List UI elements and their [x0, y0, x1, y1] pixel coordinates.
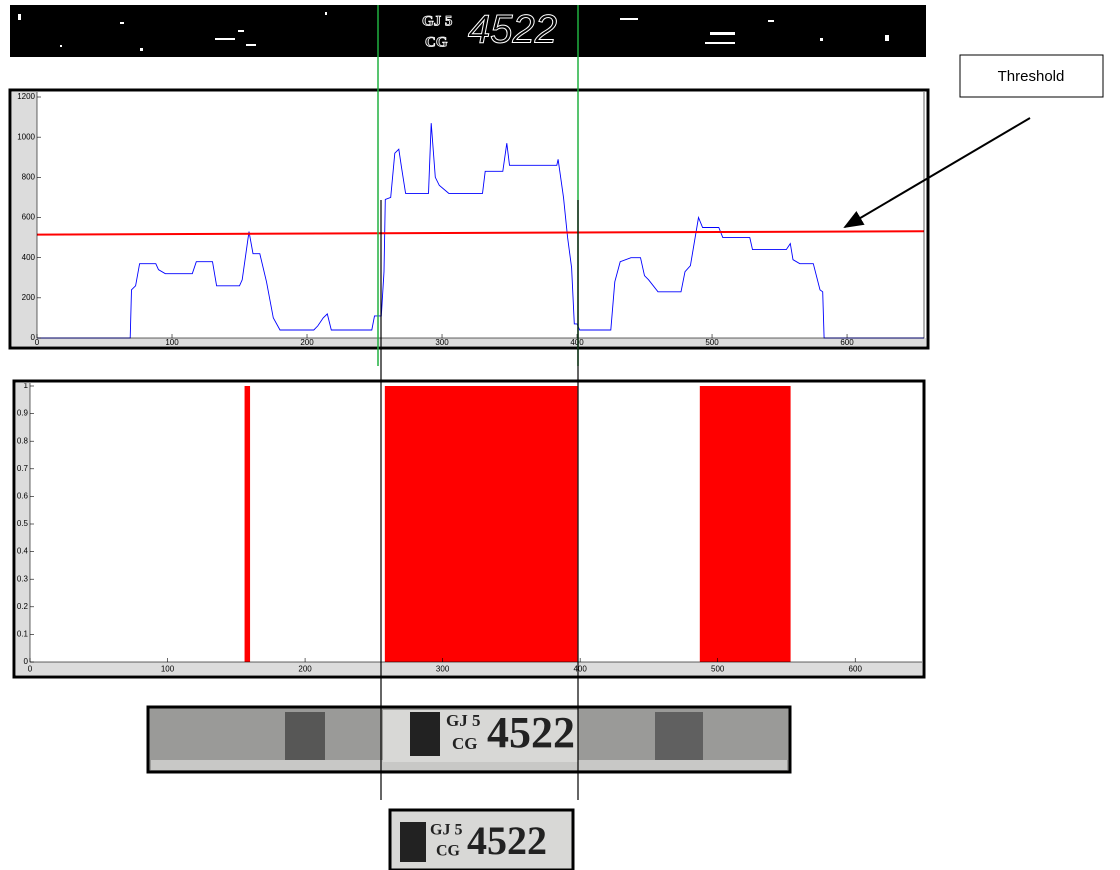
plate-line2: CG [452, 734, 478, 753]
x-tick-label: 100 [161, 665, 175, 674]
plate-logo [410, 712, 440, 756]
plate-line1: GJ 5 [446, 711, 480, 730]
y-tick-label: 0 [24, 657, 29, 666]
y-tick-label: 0.8 [17, 436, 29, 445]
y-tick-label: 400 [22, 253, 36, 262]
x-tick-label: 500 [705, 338, 719, 347]
y-tick-label: 200 [22, 293, 36, 302]
x-tick-label: 0 [35, 338, 40, 347]
x-tick-label: 300 [435, 338, 449, 347]
figure: GJ 5 CG 4522 0 100 200 300 400 500 600 0 200 400 6… [0, 0, 1120, 870]
y-tick-label: 1200 [17, 92, 35, 101]
x-tick-label: 500 [711, 665, 725, 674]
y-tick-label: 0.5 [17, 519, 29, 528]
x-tick-label: 600 [840, 338, 854, 347]
x-tick-label: 200 [300, 338, 314, 347]
annotation-label: Threshold [998, 68, 1065, 85]
edge-plate-line2: CG [425, 34, 448, 50]
y-tick-label: 800 [22, 172, 36, 181]
photo-shadow [285, 712, 325, 760]
y-tick-label: 0 [31, 333, 36, 342]
y-tick-label: 0.3 [17, 574, 29, 583]
y-tick-label: 1000 [17, 132, 35, 141]
edge-plate-line1: GJ 5 [422, 13, 452, 29]
x-tick-label: 200 [298, 665, 312, 674]
edge-plate-number: 4522 [468, 8, 557, 52]
x-tick-label: 0 [28, 665, 33, 674]
bar [245, 386, 251, 662]
y-tick-label: 0.9 [17, 409, 29, 418]
bar [700, 386, 791, 662]
y-tick-label: 0.4 [17, 547, 29, 556]
plate-logo [400, 822, 426, 862]
chart-frame [10, 90, 928, 348]
bar [385, 386, 578, 662]
y-tick-label: 0.2 [17, 602, 29, 611]
y-tick-label: 0.1 [17, 630, 29, 639]
x-tick-label: 300 [436, 665, 450, 674]
crop-line2: CG [436, 843, 461, 860]
crop-line1: GJ 5 [430, 822, 462, 839]
y-tick-label: 0.7 [17, 464, 29, 473]
page: {"chart_data": [ {"type": "line", "xlim"… [0, 0, 1120, 870]
photo-shadow [655, 712, 703, 760]
plate-number: 4522 [487, 708, 575, 757]
x-tick-label: 600 [849, 665, 863, 674]
x-tick-label: 100 [165, 338, 179, 347]
y-tick-label: 0.6 [17, 492, 29, 501]
y-tick-label: 600 [22, 213, 36, 222]
crop-number: 4522 [467, 818, 547, 863]
x-tick-label: 400 [573, 665, 587, 674]
